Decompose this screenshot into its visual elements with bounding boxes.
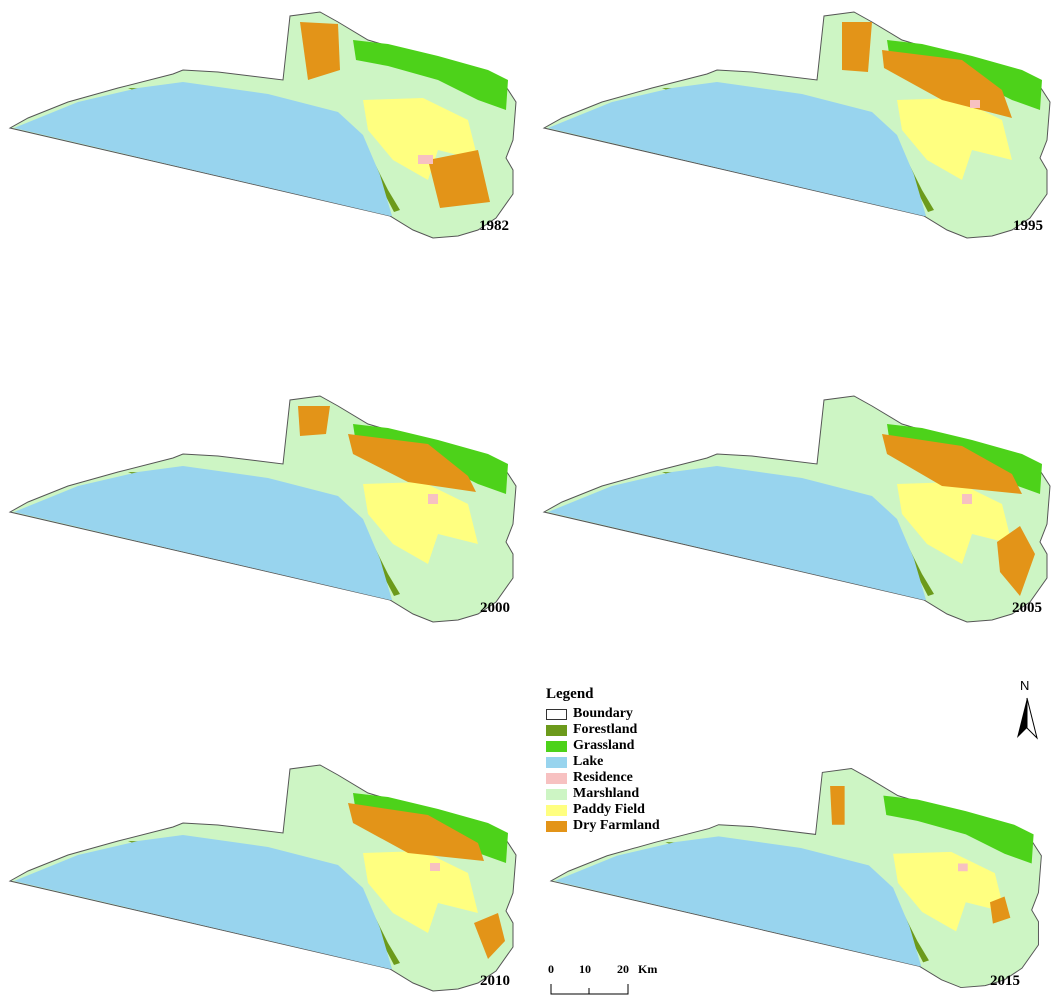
dry-farmland-region	[428, 150, 490, 208]
map-1982	[8, 11, 517, 239]
legend: Legend Boundary Forestland Grassland Lak…	[546, 686, 660, 834]
scale-bar: 0 10 20 Km	[546, 962, 666, 996]
lake-region	[14, 835, 392, 969]
scale-label-0: 0	[548, 962, 554, 976]
legend-label: Forestland	[573, 722, 638, 737]
dry-farmland-region	[474, 913, 505, 959]
paddy-field-region	[363, 98, 478, 180]
dry-farmland-region-north	[348, 803, 484, 861]
map-2015	[549, 768, 1042, 989]
legend-item-dry-farmland: Dry Farmland	[546, 818, 660, 834]
lake-region	[14, 82, 392, 216]
legend-item-forestland: Forestland	[546, 722, 660, 738]
legend-swatch	[546, 740, 567, 752]
grassland-region	[353, 40, 508, 110]
dry-farmland-region-north	[300, 22, 340, 80]
year-label: 2005	[1012, 600, 1042, 616]
legend-swatch	[546, 820, 567, 832]
paddy-field-region	[897, 482, 1012, 564]
year-label: 1995	[1013, 218, 1043, 234]
legend-swatch	[546, 708, 567, 720]
scale-label-10: 10	[579, 962, 591, 976]
legend-swatch	[546, 756, 567, 768]
legend-swatch	[546, 724, 567, 736]
residence-region	[430, 863, 440, 871]
legend-swatch	[546, 788, 567, 800]
year-label: 1982	[479, 218, 509, 234]
paddy-field-region	[893, 851, 1005, 932]
map-2005	[542, 395, 1051, 623]
paddy-field-region	[363, 482, 478, 564]
map-panel-1982: 1982	[8, 10, 528, 242]
map-2010	[8, 764, 517, 992]
legend-label: Residence	[573, 770, 633, 785]
north-label: N	[1020, 678, 1030, 693]
legend-item-residence: Residence	[546, 770, 660, 786]
residence-region	[418, 155, 433, 164]
legend-label: Boundary	[573, 706, 633, 721]
legend-swatch	[546, 772, 567, 784]
map-2000	[8, 395, 517, 623]
lake-region	[548, 82, 926, 216]
legend-item-boundary: Boundary	[546, 706, 660, 722]
legend-swatch	[546, 804, 567, 816]
map-panel-1995: 1995	[542, 10, 1053, 242]
lake-region	[14, 466, 392, 600]
residence-region	[958, 863, 968, 872]
dry-farmland-region	[990, 896, 1011, 924]
legend-label: Dry Farmland	[573, 818, 660, 833]
year-label: 2010	[480, 973, 510, 989]
legend-label: Lake	[573, 754, 604, 769]
legend-item-paddy-field: Paddy Field	[546, 802, 660, 818]
dry-farmland-region-north	[348, 434, 476, 492]
north-arrow: N	[1013, 678, 1041, 744]
scale-label-20: 20	[617, 962, 629, 976]
map-panel-2015: 2015	[549, 763, 1053, 995]
residence-region	[428, 494, 438, 504]
year-label: 2000	[480, 600, 510, 616]
year-label: 2015	[990, 973, 1020, 989]
dry-farmland-region-north	[882, 434, 1022, 494]
legend-title: Legend	[546, 686, 594, 702]
lake-region	[554, 836, 922, 967]
residence-region	[962, 494, 972, 504]
map-1995	[542, 11, 1051, 239]
dry-farmland-region	[842, 22, 872, 72]
map-panel-2010: 2010	[8, 763, 528, 995]
legend-label: Paddy Field	[573, 802, 645, 817]
legend-item-lake: Lake	[546, 754, 660, 770]
scale-unit: Km	[638, 962, 658, 976]
dry-farmland-region	[298, 406, 330, 436]
legend-label: Grassland	[573, 738, 635, 753]
dry-farmland-region	[997, 526, 1035, 596]
legend-label: Marshland	[573, 786, 640, 801]
map-panel-2005: 2005	[542, 394, 1053, 626]
map-panel-2000: 2000	[8, 394, 528, 626]
north-arrow-icon	[1017, 697, 1038, 740]
legend-item-marshland: Marshland	[546, 786, 660, 802]
scale-bar-line	[550, 984, 629, 995]
residence-region	[970, 100, 980, 108]
legend-item-grassland: Grassland	[546, 738, 660, 754]
grassland-region	[883, 795, 1034, 864]
paddy-field-region	[363, 851, 478, 933]
paddy-field-region	[897, 98, 1012, 180]
lake-region	[548, 466, 926, 600]
dry-farmland-region-north	[830, 785, 845, 825]
